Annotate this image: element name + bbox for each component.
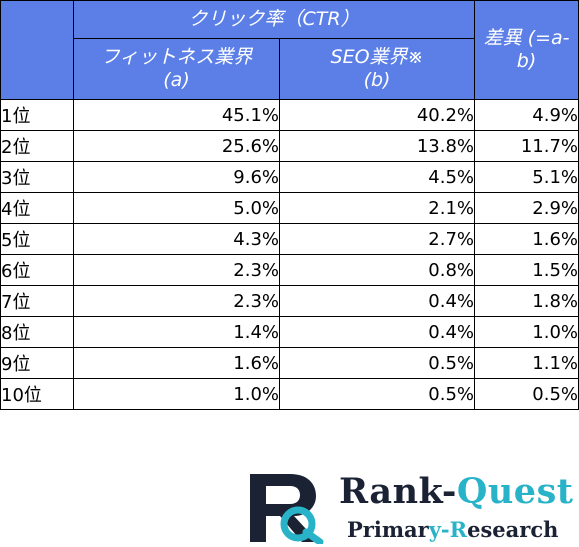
- seo-ctr-cell: 0.5%: [278, 347, 476, 379]
- fitness-ctr-cell: 1.6%: [73, 347, 280, 379]
- rank-cell: 5位: [0, 223, 74, 255]
- seo-ctr-cell: 2.1%: [278, 192, 476, 224]
- table-row: 3位 9.6% 4.5% 5.1%: [0, 161, 579, 193]
- fitness-ctr-cell: 2.3%: [73, 254, 280, 286]
- fitness-ctr-cell: 4.3%: [73, 223, 280, 255]
- rank-cell: 1位: [0, 99, 74, 131]
- diff-cell: 0.5%: [474, 378, 579, 410]
- table-row: 1位 45.1% 40.2% 4.9%: [0, 99, 579, 131]
- rank-cell: 7位: [0, 285, 74, 317]
- logo-title-rank: Rank-: [339, 471, 457, 512]
- header-row-sub: フィットネス業界 (a) SEO業界※ (b): [1, 38, 579, 100]
- table-row: 10位 1.0% 0.5% 0.5%: [0, 378, 579, 410]
- seo-header-line2: (b): [363, 69, 391, 91]
- diff-cell: 1.0%: [474, 316, 579, 348]
- seo-ctr-cell: 0.4%: [278, 316, 476, 348]
- logo-title: Rank-Quest: [339, 471, 573, 512]
- rank-cell: 3位: [0, 161, 74, 193]
- rank-cell: 10位: [0, 378, 74, 410]
- diff-header: 差異 (=a-b): [474, 0, 579, 100]
- rank-quest-logo: Rank-Quest Primary-Research: [246, 468, 573, 544]
- rank-header-cell: [0, 0, 74, 100]
- fitness-header-line2: (a): [163, 69, 190, 91]
- rank-cell: 2位: [0, 130, 74, 162]
- logo-title-quest: Quest: [456, 471, 574, 512]
- logo-subtitle-part2: y-R: [428, 517, 468, 542]
- seo-header-line1: SEO業界※: [330, 46, 424, 68]
- diff-cell: 2.9%: [474, 192, 579, 224]
- diff-cell: 4.9%: [474, 99, 579, 131]
- diff-header-line2: (=a-b): [516, 27, 570, 72]
- seo-header: SEO業界※ (b): [278, 38, 476, 100]
- ctr-group-header: クリック率（CTR）: [72, 0, 476, 39]
- diff-cell: 5.1%: [474, 161, 579, 193]
- rank-cell: 8位: [0, 316, 74, 348]
- table-body: 1位 45.1% 40.2% 4.9% 2位 25.6% 13.8% 11.7% 3位 9.6% 4…: [0, 99, 579, 410]
- seo-ctr-cell: 0.5%: [278, 378, 476, 410]
- logo-subtitle: Primary-Research: [347, 517, 558, 542]
- fitness-header-line1: フィットネス業界: [100, 46, 253, 68]
- table-row: 7位 2.3% 0.4% 1.8%: [0, 285, 579, 317]
- table-row: 4位 5.0% 2.1% 2.9%: [0, 192, 579, 224]
- table-row: 2位 25.6% 13.8% 11.7%: [0, 130, 579, 162]
- diff-cell: 1.8%: [474, 285, 579, 317]
- fitness-header: フィットネス業界 (a): [73, 38, 280, 100]
- table-row: 9位 1.6% 0.5% 1.1%: [0, 347, 579, 379]
- seo-ctr-cell: 0.8%: [278, 254, 476, 286]
- rank-cell: 9位: [0, 347, 74, 379]
- diff-cell: 1.1%: [474, 347, 579, 379]
- fitness-ctr-cell: 1.0%: [73, 378, 280, 410]
- fitness-ctr-cell: 2.3%: [73, 285, 280, 317]
- fitness-ctr-cell: 5.0%: [73, 192, 280, 224]
- table-row: 6位 2.3% 0.8% 1.5%: [0, 254, 579, 286]
- logo-subtitle-part3: esearch: [467, 517, 559, 542]
- diff-cell: 1.5%: [474, 254, 579, 286]
- fitness-ctr-cell: 9.6%: [73, 161, 280, 193]
- logo-subtitle-part1: Primar: [347, 517, 429, 542]
- rank-cell: 6位: [0, 254, 74, 286]
- rank-cell: 4位: [0, 192, 74, 224]
- diff-header-line1: 差異: [483, 27, 522, 49]
- fitness-ctr-cell: 1.4%: [73, 316, 280, 348]
- ctr-comparison-table: クリック率（CTR） 差異 (=a-b) フィットネス業界 (a) SEO業界※…: [0, 0, 579, 410]
- seo-ctr-cell: 13.8%: [278, 130, 476, 162]
- header-row-top: クリック率（CTR） 差異 (=a-b): [0, 0, 579, 100]
- diff-cell: 11.7%: [474, 130, 579, 162]
- table-row: 8位 1.4% 0.4% 1.0%: [0, 316, 579, 348]
- table-row: 5位 4.3% 2.7% 1.6%: [0, 223, 579, 255]
- seo-ctr-cell: 2.7%: [278, 223, 476, 255]
- seo-ctr-cell: 4.5%: [278, 161, 476, 193]
- rq-monogram-icon: [250, 474, 324, 544]
- fitness-ctr-cell: 45.1%: [73, 99, 280, 131]
- diff-cell: 1.6%: [474, 223, 579, 255]
- fitness-ctr-cell: 25.6%: [73, 130, 280, 162]
- seo-ctr-cell: 40.2%: [278, 99, 476, 131]
- seo-ctr-cell: 0.4%: [278, 285, 476, 317]
